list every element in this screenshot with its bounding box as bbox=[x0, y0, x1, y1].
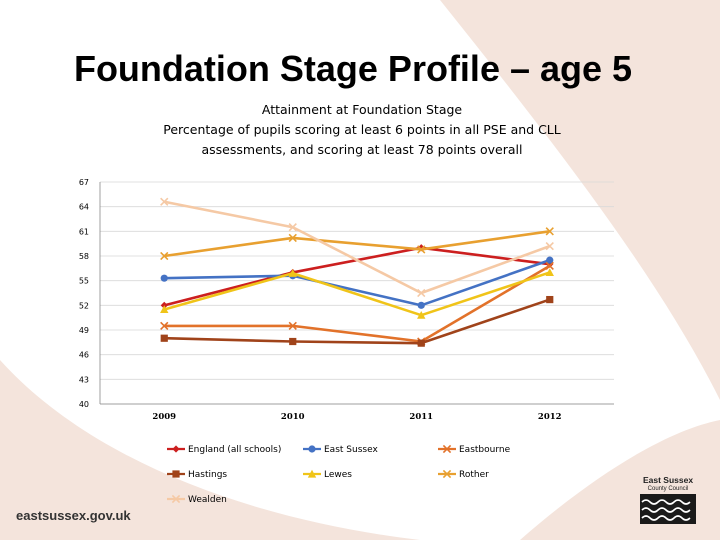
data-point-hastings bbox=[160, 334, 168, 342]
legend-label-rother: Rother bbox=[459, 470, 489, 480]
data-point-eastbourne bbox=[160, 321, 169, 331]
legend-marker-england-all-schools bbox=[172, 445, 180, 453]
data-point-hastings bbox=[417, 339, 425, 347]
legend-marker-lewes bbox=[307, 469, 317, 478]
data-point-eastbourne bbox=[545, 261, 554, 271]
data-point-wealden bbox=[545, 241, 554, 251]
council-crest-logo bbox=[640, 494, 696, 524]
y-tick-label: 64 bbox=[79, 203, 89, 212]
council-name-line-1: East Sussex bbox=[642, 475, 694, 485]
legend-label-east-sussex: East Sussex bbox=[324, 445, 378, 455]
background-shape-bottom bbox=[0, 360, 420, 540]
legend-label-england-all-schools: England (all schools) bbox=[188, 445, 281, 455]
legend-label-hastings: Hastings bbox=[188, 470, 227, 480]
y-tick-label: 55 bbox=[79, 277, 89, 286]
y-tick-label: 40 bbox=[79, 400, 89, 409]
data-point-wealden bbox=[288, 223, 297, 232]
background-shape-top-right bbox=[440, 0, 720, 400]
council-name: East Sussex County Council bbox=[638, 476, 698, 494]
chart-title-line-1: Attainment at Foundation Stage bbox=[261, 102, 463, 117]
data-point-east-sussex bbox=[160, 274, 168, 282]
y-tick-label: 43 bbox=[79, 375, 89, 384]
data-point-eastbourne bbox=[288, 321, 297, 331]
data-point-lewes bbox=[288, 269, 297, 277]
y-tick-label: 52 bbox=[79, 301, 89, 310]
legend-label-lewes: Lewes bbox=[324, 470, 352, 480]
y-tick-label: 49 bbox=[79, 326, 89, 335]
data-point-rother bbox=[160, 251, 169, 261]
y-tick-label: 67 bbox=[79, 178, 89, 187]
data-point-lewes bbox=[545, 268, 554, 277]
x-tick-label: 2009 bbox=[152, 412, 176, 422]
data-point-east-sussex bbox=[546, 256, 554, 264]
legend-label-eastbourne: Eastbourne bbox=[459, 445, 511, 455]
legend-marker-wealden bbox=[171, 494, 181, 504]
data-point-rother bbox=[288, 233, 297, 243]
legend-label-wealden: Wealden bbox=[188, 495, 227, 505]
y-tick-label: 58 bbox=[79, 252, 89, 261]
slide-title: Foundation Stage Profile – age 5 bbox=[73, 48, 633, 89]
data-point-wealden bbox=[160, 197, 169, 206]
data-point-hastings bbox=[546, 295, 554, 304]
legend-marker-hastings bbox=[172, 470, 180, 478]
data-point-rother bbox=[417, 245, 426, 254]
series-line-east-sussex bbox=[164, 258, 551, 307]
data-point-east-sussex bbox=[417, 301, 425, 309]
series-line-hastings bbox=[164, 298, 551, 345]
x-tick-label: 2010 bbox=[281, 412, 305, 422]
data-point-hastings bbox=[289, 337, 297, 346]
series-line-lewes bbox=[163, 271, 551, 317]
y-tick-label: 46 bbox=[79, 351, 89, 360]
chart-title-line-2: Percentage of pupils scoring at least 6 … bbox=[163, 122, 561, 137]
series-line-rother bbox=[164, 230, 550, 258]
chart-title-line-3: assessments, and scoring at least 78 poi… bbox=[201, 142, 523, 157]
y-tick-label: 61 bbox=[79, 227, 89, 236]
x-tick-label: 2012 bbox=[538, 412, 562, 422]
chart-title: Attainment at Foundation Stage Percentag… bbox=[100, 100, 624, 160]
legend-marker-rother bbox=[442, 469, 452, 479]
data-point-lewes bbox=[160, 305, 169, 314]
legend-marker-east-sussex bbox=[308, 445, 316, 453]
series-line-wealden bbox=[163, 200, 551, 295]
x-tick-label: 2011 bbox=[409, 412, 433, 422]
footer-url: eastsussex.gov.uk bbox=[16, 508, 131, 523]
data-point-rother bbox=[545, 227, 554, 236]
series-line-eastbourne bbox=[164, 264, 551, 343]
legend-marker-eastbourne bbox=[442, 444, 452, 454]
council-name-line-2: County Council bbox=[647, 486, 689, 492]
data-point-lewes bbox=[417, 311, 426, 319]
data-point-wealden bbox=[417, 288, 426, 298]
